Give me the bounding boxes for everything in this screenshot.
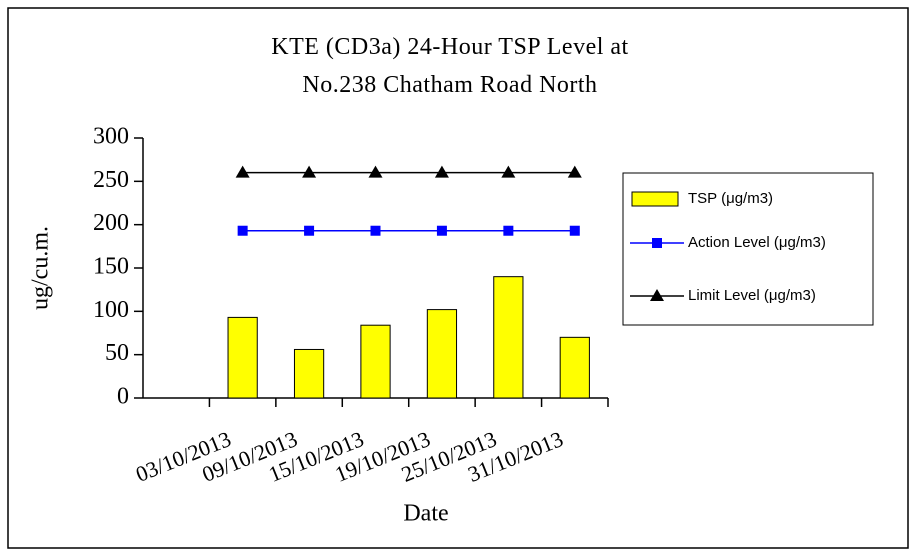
y-tick-label: 100 (93, 297, 129, 323)
marker (436, 225, 447, 236)
marker (237, 225, 248, 236)
marker (650, 289, 664, 301)
y-axis-label: ug/cu.m. (28, 226, 54, 310)
marker (368, 165, 383, 178)
marker (302, 165, 317, 178)
legend-label: Limit Level (μg/m3) (688, 287, 816, 304)
y-tick-label: 200 (93, 210, 129, 236)
marker (304, 225, 315, 236)
bar (493, 276, 524, 399)
marker (569, 225, 580, 236)
bar (559, 336, 590, 399)
marker (370, 225, 381, 236)
marker (235, 165, 250, 178)
marker (652, 238, 662, 248)
bar (360, 324, 391, 399)
marker (434, 165, 449, 178)
bar (293, 348, 325, 399)
y-tick-label: 0 (117, 384, 129, 410)
marker (501, 165, 516, 178)
x-axis-label: Date (403, 501, 448, 527)
marker (503, 225, 514, 236)
y-tick-label: 300 (93, 124, 129, 150)
bar (426, 309, 458, 399)
legend-label: Action Level (μg/m3) (688, 234, 826, 251)
y-tick-label: 250 (93, 167, 129, 193)
marker (567, 165, 582, 178)
legend-label: TSP (μg/m3) (688, 190, 773, 207)
y-tick-label: 50 (105, 340, 129, 366)
bar (227, 316, 258, 399)
legend-swatch (631, 191, 679, 207)
y-tick-label: 150 (93, 254, 129, 280)
chart-title: KTE (CD3a) 24-Hour TSP Level at No.238 C… (271, 34, 629, 98)
